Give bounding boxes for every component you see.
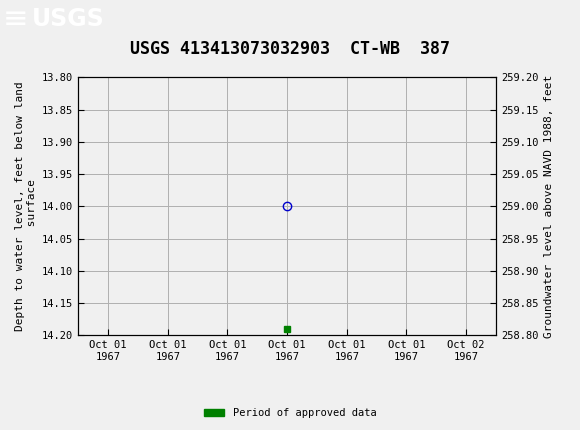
Legend: Period of approved data: Period of approved data [200, 404, 380, 423]
Y-axis label: Groundwater level above NAVD 1988, feet: Groundwater level above NAVD 1988, feet [544, 75, 554, 338]
Text: ≡: ≡ [3, 5, 28, 34]
Y-axis label: Depth to water level, feet below land
 surface: Depth to water level, feet below land su… [15, 82, 37, 331]
Text: USGS: USGS [32, 7, 104, 31]
Text: USGS 413413073032903  CT-WB  387: USGS 413413073032903 CT-WB 387 [130, 40, 450, 58]
